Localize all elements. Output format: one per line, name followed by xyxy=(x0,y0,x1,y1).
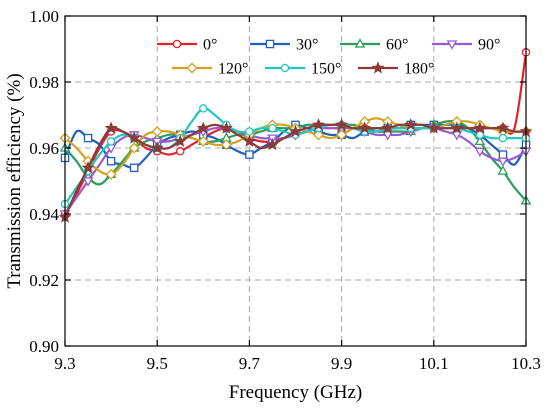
x-tick-labels: 9.3 9.5 9.7 9.9 10.1 10.3 xyxy=(54,354,541,373)
data-point xyxy=(175,147,185,156)
data-point xyxy=(245,150,254,159)
data-point xyxy=(245,127,254,136)
y-tick-label: 1.00 xyxy=(29,7,59,26)
legend-swatch-marker xyxy=(446,40,458,50)
data-point xyxy=(128,142,140,154)
data-point xyxy=(381,121,395,134)
x-tick-label: 9.5 xyxy=(147,354,168,373)
data-point xyxy=(106,156,116,166)
data-point xyxy=(496,121,510,134)
data-point xyxy=(474,147,486,158)
legend-swatch-marker xyxy=(265,39,275,49)
data-point xyxy=(497,165,509,175)
x-tick-label: 10.3 xyxy=(511,354,541,373)
data-point xyxy=(268,123,277,133)
data-point xyxy=(129,163,139,173)
data-point xyxy=(83,133,93,143)
x-tick-label: 10.1 xyxy=(419,354,449,373)
data-point xyxy=(313,129,325,141)
data-point xyxy=(404,118,418,131)
data-point xyxy=(219,121,233,134)
legend-swatch-marker xyxy=(354,38,366,48)
data-point xyxy=(196,121,210,134)
data-point xyxy=(336,129,348,141)
legend: 0° 30° 60° 90° 120° 150° 180° xyxy=(157,37,500,78)
data-point xyxy=(475,130,485,140)
x-tick-label: 9.9 xyxy=(331,354,352,373)
data-point xyxy=(151,125,163,138)
y-tick-labels: 0.90 0.92 0.94 0.96 0.98 1.00 xyxy=(29,7,59,356)
legend-label: 150° xyxy=(311,61,341,78)
legend-label: 30° xyxy=(296,37,318,54)
data-point xyxy=(266,137,279,151)
data-point xyxy=(497,157,509,167)
legend-swatch-marker xyxy=(280,63,290,73)
legend-item: 120° xyxy=(172,61,248,78)
data-point xyxy=(474,135,486,146)
data-point xyxy=(358,121,372,134)
axis-ticks xyxy=(64,15,527,347)
y-axis-title: Transmission efficiency (%) xyxy=(4,73,25,288)
data-point xyxy=(312,118,325,131)
legend-label: 0° xyxy=(203,37,217,54)
legend-item: 90° xyxy=(432,37,500,54)
legend-label: 90° xyxy=(478,37,500,54)
x-tick-label: 9.3 xyxy=(54,354,75,373)
data-point xyxy=(197,135,209,147)
series-layer xyxy=(58,48,533,223)
legend-item: 150° xyxy=(265,61,341,78)
data-point xyxy=(498,150,508,159)
x-axis-title: Frequency (GHz) xyxy=(229,382,362,403)
y-tick-label: 0.96 xyxy=(29,139,59,158)
legend-item: 180° xyxy=(358,61,434,78)
legend-swatch-marker xyxy=(371,61,385,74)
y-tick-label: 0.92 xyxy=(29,271,59,290)
data-point xyxy=(498,133,508,143)
data-point xyxy=(450,121,464,134)
data-point xyxy=(82,177,94,187)
legend-item: 30° xyxy=(250,37,318,54)
legend-item: 60° xyxy=(340,37,408,54)
data-point xyxy=(150,141,164,154)
legend-label: 120° xyxy=(218,61,248,78)
data-point xyxy=(106,137,116,146)
x-tick-label: 9.7 xyxy=(239,354,261,373)
grid-lines xyxy=(65,16,526,346)
data-point xyxy=(127,131,141,144)
legend-label: 60° xyxy=(386,37,408,54)
legend-swatch-marker xyxy=(186,62,198,74)
legend-label: 180° xyxy=(404,61,434,78)
y-tick-label: 0.90 xyxy=(29,337,59,356)
y-tick-label: 0.98 xyxy=(29,73,59,92)
data-point xyxy=(220,139,232,151)
data-point xyxy=(473,121,487,134)
y-tick-label: 0.94 xyxy=(29,205,59,224)
data-point xyxy=(173,134,187,147)
data-point xyxy=(81,161,95,174)
data-point xyxy=(289,124,302,137)
data-point xyxy=(105,168,117,180)
legend-swatch-marker xyxy=(172,39,182,49)
data-point xyxy=(427,121,441,134)
data-point xyxy=(242,134,256,147)
data-point xyxy=(104,121,118,134)
data-point xyxy=(199,104,208,113)
plot-frame xyxy=(64,15,527,347)
data-point xyxy=(335,118,349,131)
legend-item: 0° xyxy=(157,37,217,54)
